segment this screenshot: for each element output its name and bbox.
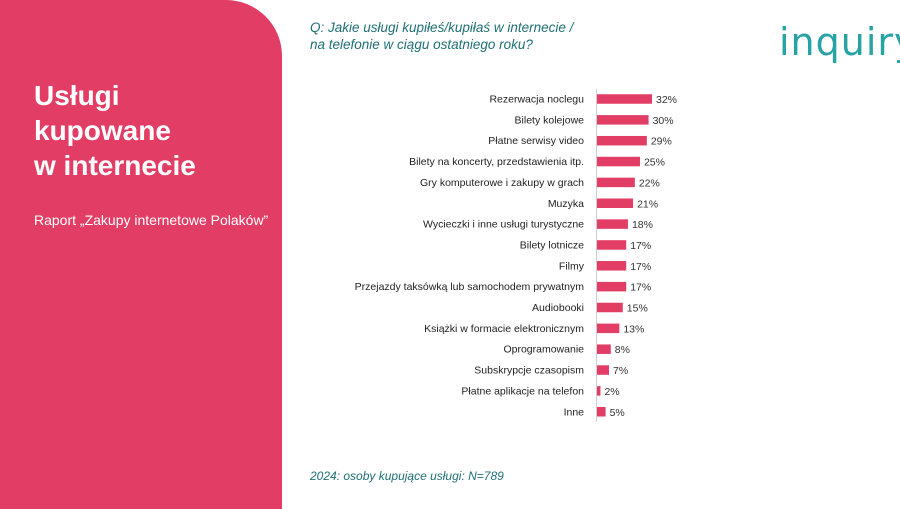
sample-footnote: 2024: osoby kupujące usługi: N=789 <box>310 469 504 483</box>
category-label: Bilety lotnicze <box>520 239 584 251</box>
report-subtitle: Raport „Zakupy internetowe Polaków” <box>34 212 269 228</box>
value-label: 2% <box>604 386 619 398</box>
value-label: 15% <box>627 303 648 315</box>
main-title-line-3: w internecie <box>34 150 196 181</box>
category-label: Gry komputerowe i zakupy w grach <box>420 177 584 189</box>
survey-question-line-1: Q: Jakie usługi kupiłeś/kupiłaś w intern… <box>310 20 574 35</box>
bar-series: Rezerwacja noclegu 32% Bilety kolejowe 30% P… <box>355 94 677 419</box>
value-label: 21% <box>637 198 658 210</box>
category-label: Audiobooki <box>532 302 584 314</box>
value-label: 29% <box>651 136 672 148</box>
category-label: Inne <box>564 406 585 418</box>
value-label: 8% <box>615 344 630 356</box>
category-label: Bilety kolejowe <box>515 114 585 126</box>
bar <box>597 261 627 271</box>
bar <box>597 407 606 417</box>
value-label: 17% <box>630 282 651 294</box>
value-label: 17% <box>630 261 651 273</box>
survey-question: Q: Jakie usługi kupiłeś/kupiłaś w intern… <box>310 19 573 53</box>
value-label: 18% <box>632 219 653 231</box>
category-label: Muzyka <box>548 198 584 210</box>
category-label: Książki w formacie elektronicznym <box>424 323 584 335</box>
bar <box>597 115 649 125</box>
value-label: 5% <box>610 407 625 419</box>
category-label: Przejazdy taksówką lub samochodem prywat… <box>355 281 585 293</box>
main-title-line-1: Usługi <box>34 80 120 111</box>
value-label: 7% <box>613 365 628 377</box>
bar <box>597 240 627 250</box>
category-label: Filmy <box>559 260 585 272</box>
bar <box>597 323 620 334</box>
left-panel: Usługi kupowane w internecie Raport „Zak… <box>0 0 282 509</box>
category-label: Subskrypcje czasopism <box>474 365 584 377</box>
bar <box>597 177 635 188</box>
bar <box>597 94 652 104</box>
bar <box>597 135 647 146</box>
main-title-line-2: kupowane <box>34 115 171 146</box>
value-label: 22% <box>639 177 660 189</box>
bar <box>597 156 640 167</box>
bar <box>597 198 634 208</box>
category-label: Płatne aplikacje na telefon <box>461 385 584 397</box>
value-label: 25% <box>644 157 665 169</box>
bar <box>597 302 623 313</box>
bar <box>597 365 610 375</box>
value-label: 32% <box>656 94 677 106</box>
bar <box>597 344 611 354</box>
bar <box>597 219 628 229</box>
category-label: Płatne serwisy video <box>488 135 584 147</box>
inquiry-logo: inquiry <box>779 20 900 64</box>
category-label: Oprogramowanie <box>503 344 584 356</box>
category-label: Bilety na koncerty, przedstawienia itp. <box>409 156 584 168</box>
value-label: 13% <box>623 323 644 335</box>
bar <box>597 281 627 292</box>
survey-question-line-2: na telefonie w ciągu ostatniego roku? <box>310 37 533 52</box>
main-title: Usługi kupowane w internecie <box>34 78 196 183</box>
bar <box>597 386 601 396</box>
value-label: 17% <box>630 240 651 252</box>
value-label: 30% <box>653 115 674 127</box>
category-label: Rezerwacja noclegu <box>489 94 584 106</box>
category-label: Wycieczki i inne usługi turystyczne <box>423 219 584 231</box>
